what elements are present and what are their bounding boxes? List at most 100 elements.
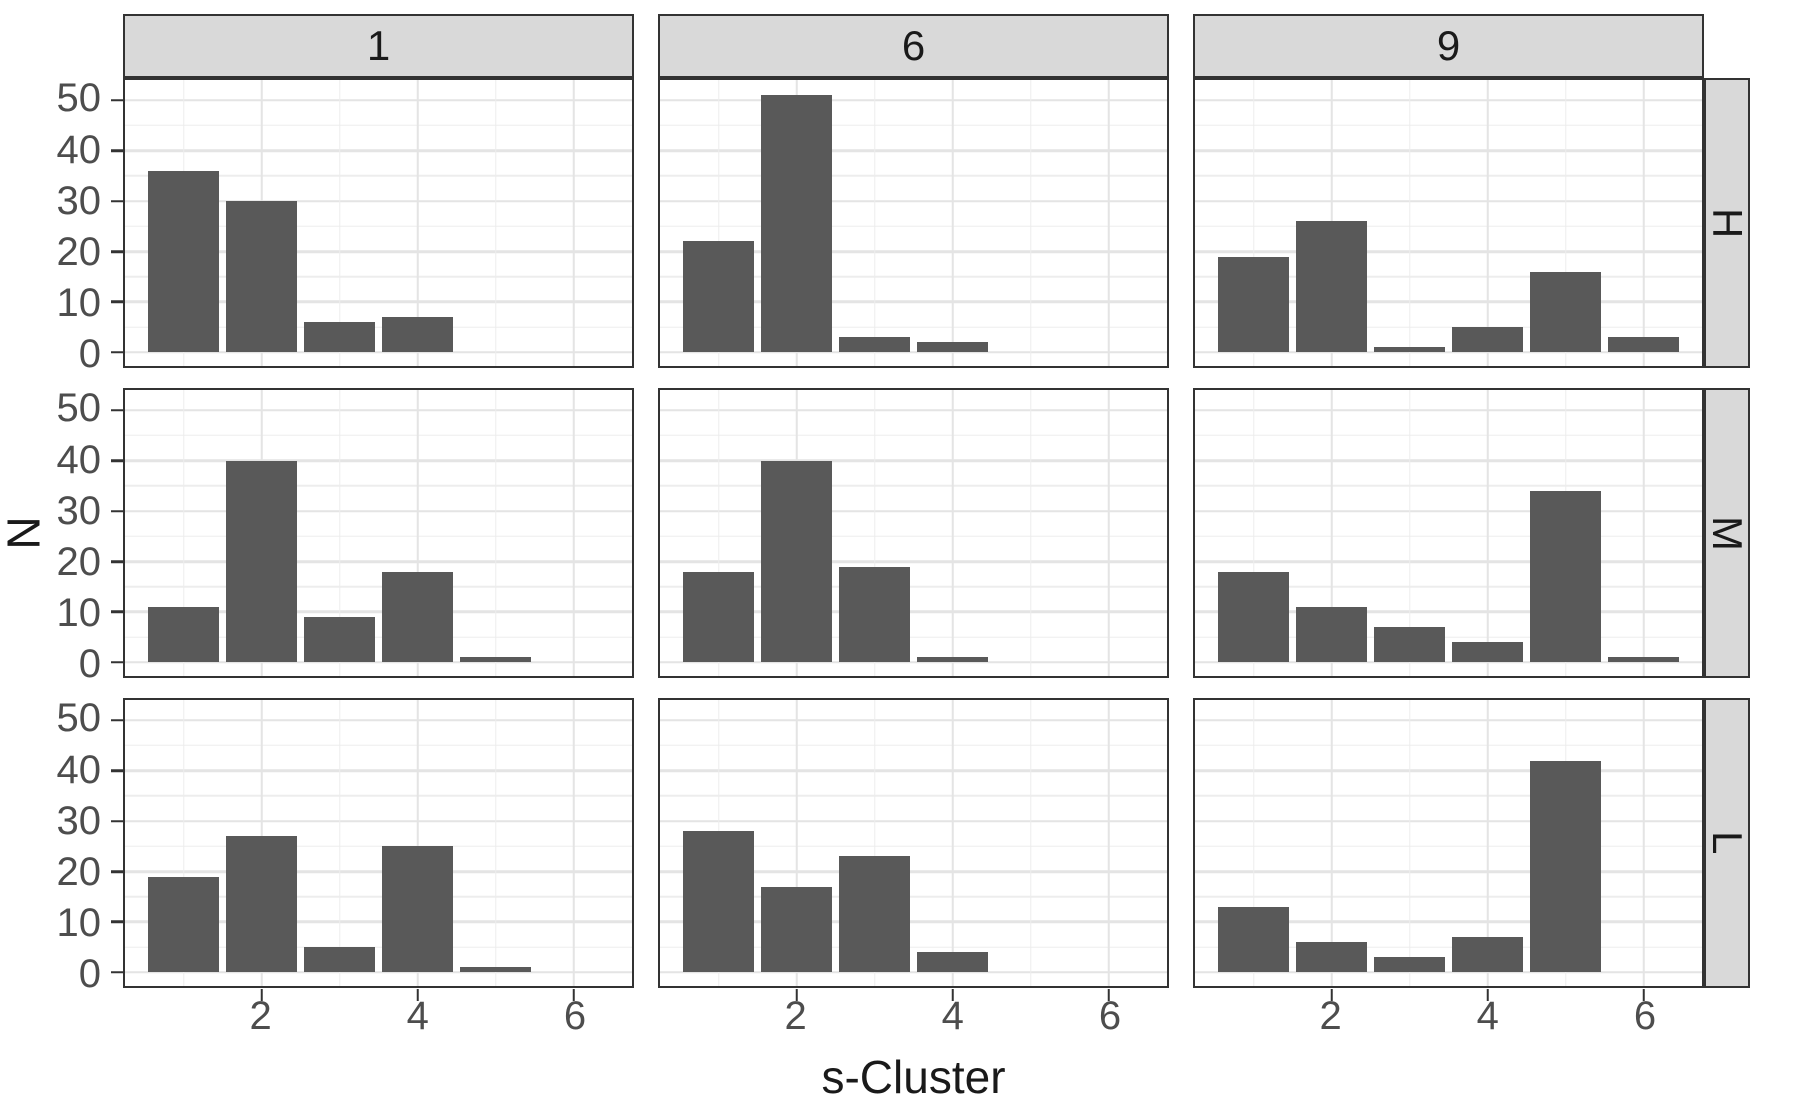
bar-x6: [1608, 657, 1679, 663]
y-axis-tick: [110, 509, 123, 513]
y-axis-tick-label: 50: [56, 696, 102, 741]
gridline-major-h: [1195, 408, 1702, 412]
gridline-major-h: [660, 819, 1167, 823]
gridline-major-h: [125, 610, 632, 614]
gridline-minor-h: [660, 275, 1167, 278]
gridline-minor-h: [660, 485, 1167, 487]
gridline-major-h: [1195, 98, 1702, 102]
gridline-minor-h: [660, 744, 1167, 747]
x-axis-labels: 2 4 6: [1193, 988, 1704, 1038]
bar-x3: [304, 322, 375, 353]
x-axis-tick: [951, 988, 954, 1001]
gridline-major-v: [1486, 390, 1489, 676]
gridline-major-h: [660, 718, 1167, 722]
bar-x4: [382, 846, 453, 973]
bar-x1: [1218, 906, 1289, 973]
gridline-minor-v: [1029, 390, 1032, 676]
y-axis-tick-label: 0: [78, 642, 101, 687]
facet-panel-L-9: [1193, 698, 1704, 1001]
x-axis-tick: [1486, 988, 1489, 1001]
y-axis-tick: [110, 819, 123, 823]
gridline-minor-v: [1408, 80, 1411, 366]
gridline-minor-h: [660, 175, 1167, 177]
gridline-minor-h: [125, 845, 632, 848]
gridline-minor-h: [1195, 744, 1702, 747]
gridline-major-h: [1195, 920, 1702, 924]
gridline-major-h: [125, 718, 632, 722]
facet-strip-top: 1: [123, 14, 634, 78]
y-axis-tick: [110, 769, 123, 772]
y-axis-tick-label: 30: [56, 488, 102, 533]
x-axis-labels: 2 4 6: [123, 988, 634, 1038]
gridline-minor-h: [1195, 175, 1702, 177]
y-axis-labels: 0 10 20 30 40 50: [48, 388, 123, 684]
y-axis-labels: 0 10 20 30 40 50: [48, 696, 123, 994]
gridline-major-h: [660, 509, 1167, 513]
x-axis-tick-label: 4: [941, 994, 964, 1038]
gridline-minor-h: [660, 225, 1167, 228]
gridline-major-h: [125, 769, 632, 772]
gridline-major-v: [951, 700, 954, 986]
gridline-minor-h: [660, 795, 1167, 797]
gridline-minor-h: [660, 895, 1167, 898]
y-axis-tick: [110, 971, 123, 974]
bar-x5: [460, 967, 531, 973]
gridline-major-v: [795, 700, 798, 986]
gridline-minor-v: [873, 80, 876, 366]
bar-x4: [917, 952, 988, 973]
x-axis-tick-label: 6: [563, 994, 587, 1038]
gridline-minor-v: [182, 700, 185, 986]
gridline-major-h: [125, 971, 632, 974]
y-axis-tick-label: 20: [56, 849, 102, 894]
gridline-minor-h: [125, 535, 632, 538]
y-axis-tick-label: 30: [56, 178, 102, 223]
bar-x5: [460, 657, 531, 663]
facet-panel-L-1: [110, 698, 634, 1001]
y-axis-tick-label: 10: [56, 591, 102, 636]
y-axis-tick: [110, 351, 123, 354]
gridline-major-v: [1107, 390, 1110, 676]
gridline-major-h: [660, 661, 1167, 664]
gridline-major-v: [1642, 390, 1645, 676]
x-axis-tick-label: 2: [784, 994, 807, 1038]
gridline-minor-h: [660, 636, 1167, 638]
gridline-minor-v: [717, 390, 720, 676]
gridline-major-h: [660, 870, 1167, 873]
y-axis-tick: [110, 408, 123, 412]
gridline-major-h: [125, 661, 632, 664]
gridline-minor-h: [1195, 845, 1702, 848]
gridline-minor-h: [125, 895, 632, 898]
x-axis-tick-label: 4: [1476, 994, 1499, 1038]
y-axis-tick-label: 10: [56, 901, 102, 946]
x-axis-tick: [1107, 988, 1110, 1001]
gridline-minor-h: [1195, 124, 1702, 127]
gridline-major-h: [125, 870, 632, 873]
gridline-major-h: [1195, 661, 1702, 664]
x-axis-tick: [1330, 988, 1333, 1001]
facet-panel-M-6: [658, 388, 1169, 678]
gridline-major-h: [125, 560, 632, 563]
bar-x2: [1296, 221, 1367, 353]
bar-x3: [839, 337, 910, 353]
x-axis-tick-label: 2: [249, 994, 272, 1038]
gridline-major-h: [125, 149, 632, 152]
y-axis-tick: [110, 718, 123, 722]
gridline-major-h: [660, 560, 1167, 563]
gridline-major-v: [951, 80, 954, 366]
bar-x3: [304, 617, 375, 663]
facet-panel-M-9: [1193, 388, 1704, 678]
y-axis-tick: [110, 199, 123, 203]
facet-strip-label: L: [1704, 831, 1751, 855]
gridline-major-v: [1642, 80, 1645, 366]
gridline-major-v: [572, 390, 575, 676]
bar-x2: [226, 836, 297, 973]
x-axis-tick-label: 2: [1319, 994, 1342, 1038]
gridline-minor-h: [125, 795, 632, 797]
bar-x2: [1296, 606, 1367, 663]
y-axis-tick-label: 20: [56, 229, 102, 274]
x-axis-tick: [572, 988, 575, 1001]
bar-x6: [1608, 337, 1679, 353]
bar-x3: [1374, 627, 1445, 663]
gridline-major-v: [416, 700, 419, 986]
y-axis-tick-label: 0: [78, 332, 101, 377]
